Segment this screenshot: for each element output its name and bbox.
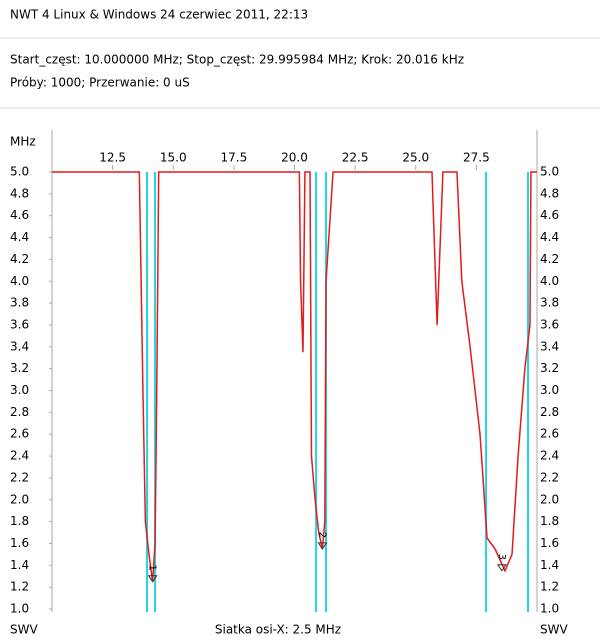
y2-tick-label: 2.4: [540, 449, 559, 463]
y-tick-label: 3.0: [10, 383, 29, 397]
data-line: [52, 171, 537, 582]
x-tick-label: 27.5: [463, 151, 490, 165]
y-label: SWV: [10, 623, 38, 637]
y2-tick-label: 4.4: [540, 230, 559, 244]
y2-tick-label: 1.6: [540, 536, 559, 550]
y-label: SWV: [540, 623, 568, 637]
y-tick-label: 4.2: [10, 252, 29, 266]
y2-tick-label: 2.0: [540, 492, 559, 506]
marker: [496, 564, 507, 572]
y-tick-label: 2.6: [10, 427, 29, 441]
header-title: NWT 4 Linux & Windows 24 czerwiec 2011, …: [10, 8, 308, 22]
marker-label: 3: [496, 554, 507, 560]
x-tick-label: 12.5: [99, 151, 126, 165]
y2-tick-label: 2.6: [540, 427, 559, 441]
x-tick-label: 15.0: [160, 151, 187, 165]
y-tick-label: 5.0: [10, 165, 29, 179]
footer-note: Siatka osi-X: 2.5 MHz: [215, 623, 341, 637]
y-tick-label: 1.4: [10, 558, 29, 572]
y2-tick-label: 3.4: [540, 339, 559, 353]
x-tick-label: 17.5: [221, 151, 248, 165]
y2-tick-label: 1.0: [540, 602, 559, 616]
y-tick-label: 3.2: [10, 361, 29, 375]
x-tick-label: 20.0: [281, 151, 308, 165]
y2-tick-label: 4.2: [540, 252, 559, 266]
y-tick-label: 4.4: [10, 230, 29, 244]
y2-tick-label: 3.2: [540, 361, 559, 375]
y-tick-label: 1.6: [10, 536, 29, 550]
marker: [147, 575, 158, 583]
y-tick-label: 1.2: [10, 580, 29, 594]
x-unit: MHz: [10, 135, 36, 149]
marker-label: 1: [147, 565, 158, 571]
y2-tick-label: 2.2: [540, 470, 559, 484]
y-tick-label: 4.6: [10, 208, 29, 222]
x-tick-label: 25.0: [402, 151, 429, 165]
y-tick-label: 3.6: [10, 317, 29, 331]
y2-tick-label: 4.6: [540, 208, 559, 222]
y2-tick-label: 2.8: [540, 405, 559, 419]
x-tick-label: 22.5: [342, 151, 369, 165]
y-tick-label: 3.4: [10, 339, 29, 353]
y-tick-label: 1.8: [10, 514, 29, 528]
y-tick-label: 2.4: [10, 449, 29, 463]
y-tick-label: 3.8: [10, 296, 29, 310]
marker-label: 2: [316, 532, 327, 538]
y2-tick-label: 4.0: [540, 274, 559, 288]
y2-tick-label: 3.0: [540, 383, 559, 397]
y2-tick-label: 4.8: [540, 186, 559, 200]
y2-tick-label: 3.8: [540, 296, 559, 310]
y2-tick-label: 3.6: [540, 317, 559, 331]
y-tick-label: 2.8: [10, 405, 29, 419]
y-tick-label: 2.2: [10, 470, 29, 484]
y2-tick-label: 1.2: [540, 580, 559, 594]
y-tick-label: 1.0: [10, 602, 29, 616]
header-line: Próby: 1000; Przerwanie: 0 uS: [10, 76, 190, 90]
header-line: Start_częst: 10.000000 MHz; Stop_częst: …: [10, 53, 464, 67]
y-tick-label: 4.0: [10, 274, 29, 288]
marker: [317, 542, 328, 550]
y2-tick-label: 5.0: [540, 165, 559, 179]
y-tick-label: 4.8: [10, 186, 29, 200]
y2-tick-label: 1.8: [540, 514, 559, 528]
y-tick-label: 2.0: [10, 492, 29, 506]
y2-tick-label: 1.4: [540, 558, 559, 572]
